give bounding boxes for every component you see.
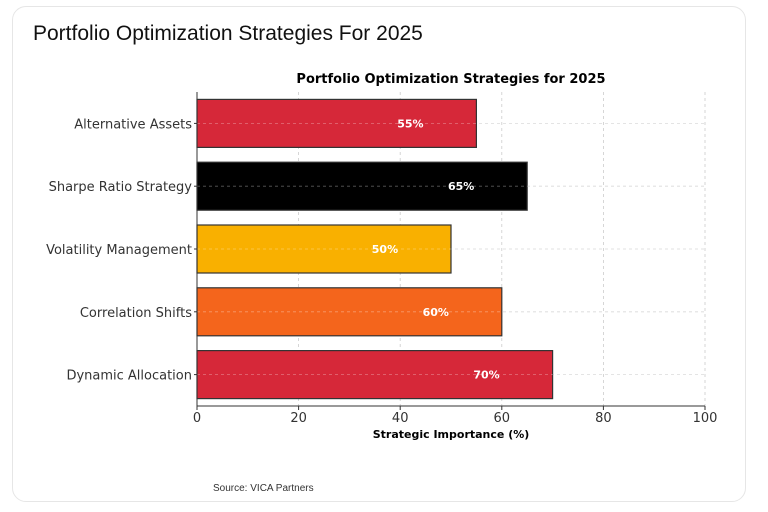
y-tick-label: Dynamic Allocation [66,369,192,384]
x-tick-label: 60 [494,411,511,426]
chart-title: Portfolio Optimization Strategies for 20… [296,72,605,87]
data-label: 50% [372,243,398,256]
x-tick-label: 20 [290,411,307,426]
data-label: 65% [448,180,474,193]
y-tick-label: Sharpe Ratio Strategy [49,180,193,195]
bar [196,98,477,149]
page-title: Portfolio Optimization Strategies For 20… [33,22,423,45]
bar [196,350,554,400]
y-tick-label: Alternative Assets [74,117,192,132]
data-label: 60% [423,306,449,319]
x-tick-label: 0 [193,411,201,426]
source-note: Source: VICA Partners [213,483,314,494]
x-tick-label: 40 [392,411,409,426]
bar [196,287,503,337]
y-tick-label: Volatility Management [46,243,192,258]
data-label: 70% [473,369,499,382]
x-tick-label: 100 [693,411,718,426]
data-label: 55% [397,117,423,130]
x-axis-label: Strategic Importance (%) [373,428,530,441]
x-tick-label: 80 [595,411,612,426]
y-tick-label: Correlation Shifts [80,306,192,321]
